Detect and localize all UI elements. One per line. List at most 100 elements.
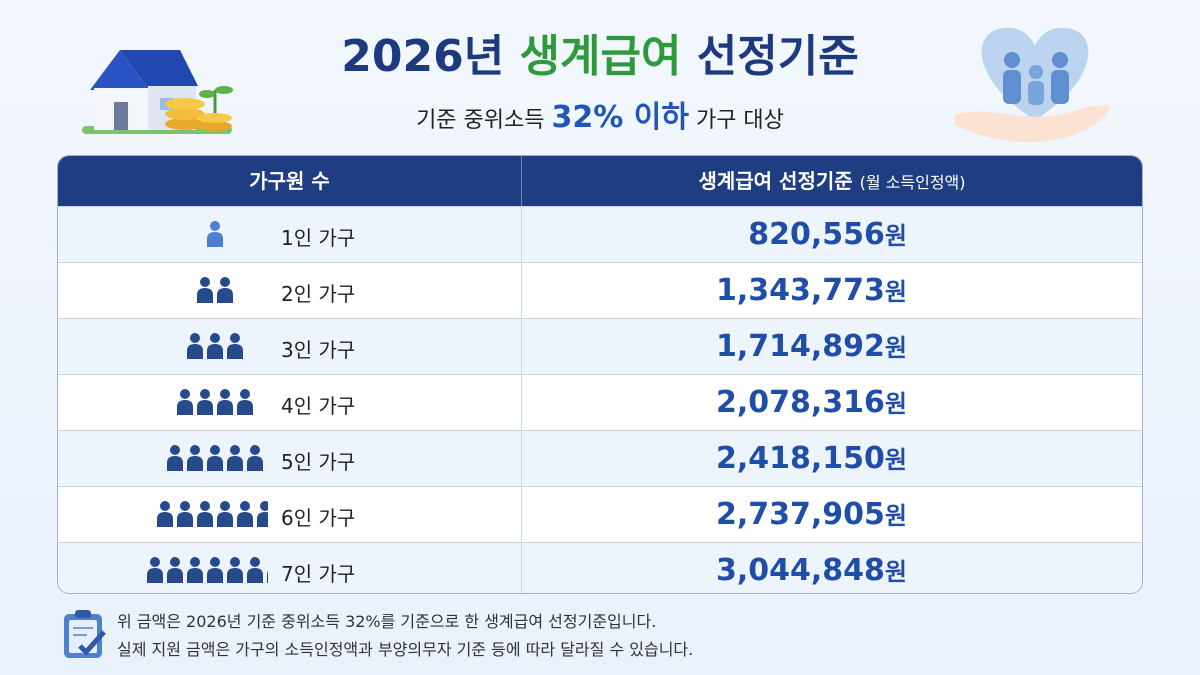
person-body xyxy=(237,512,253,527)
standard-cell: 1,343,773원 xyxy=(522,263,1142,318)
table-row: 5인 가구 2,418,150원 xyxy=(58,430,1142,486)
table-row: 3인 가구 1,714,892원 xyxy=(58,318,1142,374)
person-head xyxy=(200,501,210,511)
amount-unit: 원 xyxy=(884,278,907,306)
amount: 2,078,316원 xyxy=(716,384,907,420)
standard-cell: 2,418,150원 xyxy=(522,431,1142,486)
amount: 2,418,150원 xyxy=(716,440,907,476)
household-cell: 7인 가구 xyxy=(58,543,522,593)
column-note: (월 소득인정액) xyxy=(859,173,966,192)
amount-unit: 원 xyxy=(884,390,907,418)
person-body xyxy=(157,512,173,527)
house-illustration xyxy=(82,50,233,134)
amount: 3,044,848원 xyxy=(716,552,907,588)
standard-cell: 1,714,892원 xyxy=(522,319,1142,374)
amount: 1,343,773원 xyxy=(716,272,907,308)
person-head xyxy=(200,277,210,287)
person-head xyxy=(180,501,190,511)
person-head xyxy=(230,557,240,567)
amount-unit: 원 xyxy=(884,334,907,362)
people-icon xyxy=(197,277,233,303)
household-cell: 2인 가구 xyxy=(58,263,522,318)
people-icon xyxy=(207,221,223,247)
person-head xyxy=(220,501,230,511)
household-label: 6인 가구 xyxy=(281,506,356,530)
amount-unit: 원 xyxy=(884,558,907,586)
person-head xyxy=(230,333,240,343)
title: 2026년 생계급여 선정기준 xyxy=(0,20,1200,84)
person-head xyxy=(250,445,260,455)
household-label: 5인 가구 xyxy=(281,450,356,474)
title-suffix: 선정기준 xyxy=(696,31,859,82)
family-illustration xyxy=(955,27,1110,143)
household-cell: 5인 가구 xyxy=(58,431,522,486)
note: 위 금액은 2026년 기준 중위소득 32%를 기준으로 한 생계급여 선정기… xyxy=(117,612,657,631)
table-row: 6인 가구 2,737,905원 xyxy=(58,486,1142,542)
person-head xyxy=(210,557,220,567)
household-cell: 4인 가구 xyxy=(58,375,522,430)
person-head xyxy=(220,277,230,287)
person-body xyxy=(227,456,243,471)
amount-unit: 원 xyxy=(884,502,907,530)
person-head xyxy=(200,389,210,399)
subtitle: 기준 중위소득 32% 이하 가구 대상 xyxy=(0,92,1200,136)
person-head xyxy=(190,445,200,455)
subtitle-prefix: 기준 중위소득 xyxy=(416,108,545,133)
amount: 2,737,905원 xyxy=(716,496,907,532)
amount-value: 2,418,150 xyxy=(715,441,885,476)
table-row: 1인 가구 820,556원 xyxy=(58,206,1142,262)
amount-unit: 원 xyxy=(884,446,907,474)
household-cell: 1인 가구 xyxy=(58,207,522,262)
person-head xyxy=(150,557,160,567)
amount: 820,556원 xyxy=(748,216,907,252)
household-label: 3인 가구 xyxy=(281,338,356,362)
table: 가구원 수 생계급여 선정기준 (월 소득인정액) 1인 가구 820,556원 2… xyxy=(57,155,1143,594)
people-icon xyxy=(157,501,268,527)
person-head xyxy=(210,445,220,455)
person-head xyxy=(210,221,220,231)
table-body: 1인 가구 820,556원 2인 가구 1,343,773원 3인 가구 1,714,8… xyxy=(58,206,1142,593)
people-icon xyxy=(177,389,253,415)
person-body xyxy=(217,512,233,527)
standard-cell: 2,737,905원 xyxy=(522,487,1142,542)
column-header: 생계급여 선정기준 (월 소득인정액) xyxy=(522,156,1142,206)
person-body xyxy=(197,288,213,303)
table-row: 7인 가구 3,044,848원 xyxy=(58,542,1142,593)
person-body xyxy=(247,456,263,471)
standard-cell: 2,078,316원 xyxy=(522,375,1142,430)
person-head xyxy=(240,389,250,399)
amount-value: 820,556 xyxy=(748,217,885,252)
person-body xyxy=(257,512,268,527)
household-cell: 6인 가구 xyxy=(58,487,522,542)
people-icon xyxy=(167,445,263,471)
person-head xyxy=(190,557,200,567)
title-prefix: 2026년 xyxy=(341,31,505,82)
person-head xyxy=(170,557,180,567)
title-highlight: 생계급여 xyxy=(519,31,682,82)
person-body xyxy=(167,568,183,583)
subtitle-highlight: 32% 이하 xyxy=(551,100,689,135)
person-body xyxy=(177,512,193,527)
standard-cell: 820,556원 xyxy=(522,207,1142,262)
table-row: 4인 가구 2,078,316원 xyxy=(58,374,1142,430)
person-body xyxy=(217,288,233,303)
person-body xyxy=(217,400,233,415)
amount-value: 2,078,316 xyxy=(715,385,885,420)
household-label: 7인 가구 xyxy=(281,562,356,586)
person-head xyxy=(160,501,170,511)
person-body xyxy=(177,400,193,415)
person-body xyxy=(207,568,223,583)
amount-value: 2,737,905 xyxy=(715,497,885,532)
amount-unit: 원 xyxy=(884,222,907,250)
household-cell: 3인 가구 xyxy=(58,319,522,374)
person-body xyxy=(187,344,203,359)
person-body xyxy=(207,344,223,359)
person-body xyxy=(267,570,268,583)
person-body xyxy=(207,456,223,471)
amount-value: 1,343,773 xyxy=(715,273,885,308)
person-head xyxy=(230,445,240,455)
amount: 1,714,892원 xyxy=(716,328,907,364)
column-title: 생계급여 선정기준 xyxy=(698,169,853,193)
person-body xyxy=(187,456,203,471)
